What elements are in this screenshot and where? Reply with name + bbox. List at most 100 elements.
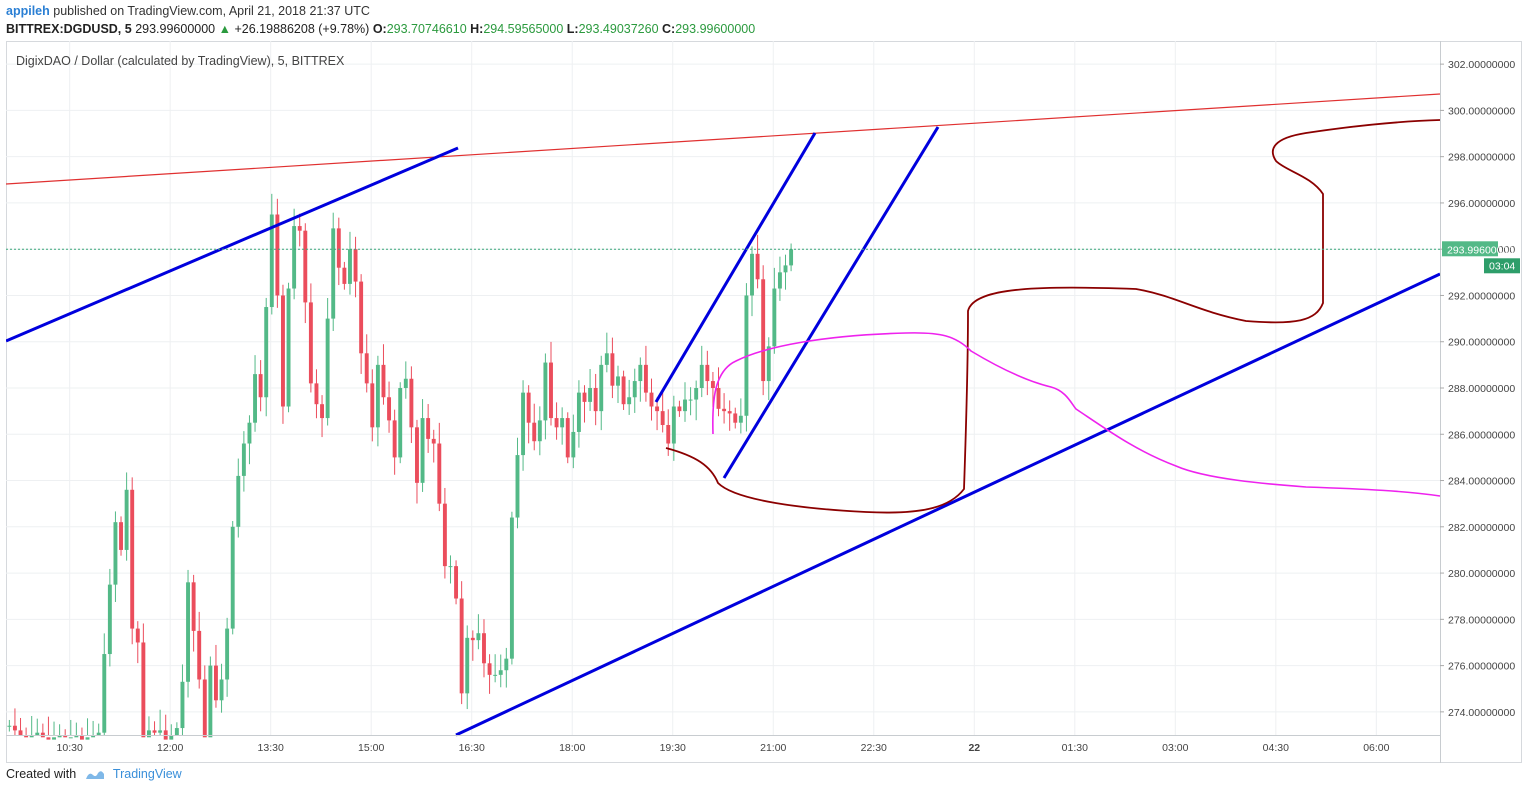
candle [264, 297, 269, 417]
candle-body [174, 728, 179, 735]
chart-container[interactable]: 274.00000000 276.00000000 278.00000000 280.… [5, 41, 1522, 763]
candle-body [683, 399, 687, 412]
tradingview-link[interactable]: TradingView [112, 767, 182, 781]
candle-body [85, 737, 90, 740]
candle [415, 419, 419, 504]
candle [710, 371, 715, 408]
candle-body [74, 735, 79, 738]
candle-body [375, 364, 380, 428]
candle [515, 437, 520, 529]
candle [582, 385, 587, 423]
candle [655, 397, 660, 431]
candle-body [482, 633, 486, 664]
change-text: +26.19886208 (+9.78%) [234, 22, 370, 36]
time-tick-label: 03:00 [1162, 742, 1188, 754]
candle-body [549, 362, 553, 419]
candle [649, 378, 654, 421]
candle-body [560, 418, 565, 428]
candle [509, 511, 514, 665]
candle-body [269, 214, 274, 308]
candle [465, 625, 470, 710]
candle [180, 664, 185, 735]
candle-body [498, 670, 503, 675]
candle [493, 654, 498, 683]
candle [364, 334, 369, 393]
author-link[interactable]: appileh [6, 4, 50, 18]
candle-body [169, 735, 174, 740]
ohlc-legend: BITTREX:DGDUSD, 5 293.99600000 ▲ +26.198… [6, 22, 755, 36]
candle-body [29, 735, 34, 738]
low-label: L: [566, 22, 579, 36]
candle-body [241, 443, 246, 476]
candle [722, 393, 727, 424]
candle-body [68, 737, 73, 739]
candle [576, 380, 581, 448]
change-arrow-icon: ▲ [218, 22, 231, 36]
last-price-badge: 293.99600000 [1442, 241, 1514, 257]
candle [135, 621, 140, 664]
candle-body [398, 388, 403, 458]
candle [616, 365, 620, 404]
candle [258, 360, 263, 412]
candle [476, 614, 481, 650]
candle-body [582, 392, 587, 402]
candle-body [761, 279, 766, 382]
candle [52, 721, 56, 740]
candle-body [236, 475, 241, 527]
candle-body [275, 214, 280, 296]
candle-body [102, 654, 107, 733]
candle-body [292, 226, 297, 289]
candle-body [616, 376, 620, 386]
candle [521, 380, 526, 471]
candle [766, 337, 771, 401]
candle-body [359, 281, 364, 354]
candle-body [12, 725, 17, 731]
candle-body [537, 420, 542, 442]
candle-body [593, 388, 598, 412]
candle-body [253, 374, 257, 423]
candle [63, 729, 68, 738]
candle [420, 399, 425, 492]
candle [253, 355, 257, 432]
candle-body [487, 663, 492, 675]
price-tick-label: 286.00000000 [1448, 429, 1515, 441]
candle-body [599, 364, 604, 412]
price-axis[interactable]: 274.00000000 276.00000000 278.00000000 280.… [1440, 59, 1515, 719]
candle-body [325, 318, 330, 419]
candle [219, 663, 224, 713]
candle [392, 409, 397, 475]
candle-body [554, 418, 559, 428]
candle [213, 644, 218, 708]
trendline-support [455, 272, 1441, 737]
candle [230, 521, 235, 635]
candle-body [459, 598, 464, 694]
price-chart[interactable]: 274.00000000 276.00000000 278.00000000 280.… [5, 41, 1522, 763]
candle-body [515, 455, 520, 518]
candle [141, 623, 146, 738]
time-axis[interactable]: 10:30 12:00 13:30 15:00 16:30 18:00 19:30 21:00… [57, 742, 1390, 754]
candle-body [79, 735, 84, 740]
candle-body [448, 566, 453, 568]
candle-body [353, 249, 358, 282]
candle [292, 208, 297, 300]
price-tick-label: 282.00000000 [1448, 522, 1515, 534]
candle [174, 722, 179, 735]
time-tick-label: 06:00 [1363, 742, 1389, 754]
candle [275, 198, 280, 308]
candle-body [526, 392, 531, 423]
candle-body [331, 228, 336, 319]
candle [320, 395, 325, 438]
tradingview-logo-icon [85, 770, 104, 779]
countdown-badge-text: 03:04 [1489, 260, 1515, 272]
candle [621, 370, 626, 410]
symbol-label: BITTREX:DGDUSD, 5 [6, 22, 132, 36]
price-tick-label: 274.00000000 [1448, 707, 1515, 719]
candle-body [281, 295, 285, 407]
resistance-line [5, 93, 1441, 185]
candle-body [320, 404, 325, 419]
candle [130, 477, 135, 645]
candle-body [565, 418, 570, 458]
candle-body [141, 642, 146, 738]
candle [169, 724, 174, 740]
candle [526, 385, 531, 444]
